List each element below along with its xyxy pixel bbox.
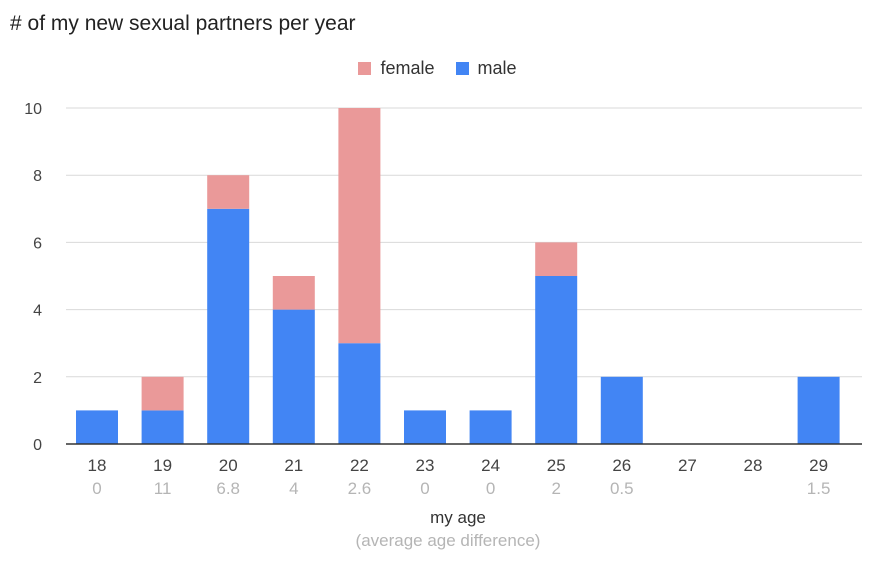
y-tick-label: 2 [33,370,42,387]
x-axis-sublabel: (average age difference) [356,531,541,550]
x-axis-ticks: 18 0 19 11 20 6.8 21 4 22 2.6 23 0 24 0 25 2 26 0.5 27 28 29… [88,456,831,498]
bar-male-22 [338,343,381,444]
legend-label-female: female [380,58,435,78]
y-axis-ticks: 0 2 4 6 8 10 [24,101,42,454]
x-tick-label: 26 [612,456,631,475]
x-tick-label: 25 [547,456,566,475]
bar-male-25 [535,276,578,444]
x-tick-sublabel: 6.8 [216,479,240,498]
x-tick-label: 22 [350,456,369,475]
x-tick-label: 27 [678,456,697,475]
x-tick-sublabel: 0 [420,479,429,498]
bar-female-22 [338,108,381,344]
bars [76,108,840,444]
bar-male-23 [404,410,446,444]
bar-female-25 [535,242,578,276]
x-tick-sublabel: 0.5 [610,479,634,498]
x-tick-label: 29 [809,456,828,475]
bar-male-20 [207,208,250,444]
chart-title: # of my new sexual partners per year [10,12,356,35]
bar-male-29 [797,376,840,444]
bar-female-20 [207,175,250,209]
bar-male-21 [272,309,315,444]
x-tick-sublabel: 0 [92,479,101,498]
x-tick-label: 23 [416,456,435,475]
x-tick-label: 28 [744,456,763,475]
legend-item-female: female [358,58,435,79]
bar-male-26 [600,376,643,444]
x-tick-sublabel: 2 [551,479,560,498]
x-tick-label: 19 [153,456,172,475]
x-tick-sublabel: 2.6 [348,479,372,498]
x-tick-label: 24 [481,456,500,475]
y-tick-label: 10 [24,101,42,118]
x-tick-label: 20 [219,456,238,475]
bar-male-24 [469,410,512,444]
y-tick-label: 6 [33,235,42,252]
bar-male-19 [141,410,184,444]
x-tick-label: 21 [284,456,303,475]
grid-lines [66,107,862,378]
legend-label-male: male [477,58,517,78]
x-tick-sublabel: 0 [486,479,495,498]
bar-female-19 [141,376,184,411]
legend-swatch-male [455,62,469,75]
legend-swatch-female [358,62,372,75]
x-tick-sublabel: 1.5 [807,479,831,498]
bar-female-21 [272,276,315,310]
x-tick-sublabel: 11 [154,479,172,498]
bar-male-18 [76,410,118,444]
y-tick-label: 4 [33,303,42,320]
x-tick-sublabel: 4 [289,479,298,498]
legend: female male [0,58,875,79]
y-tick-label: 8 [33,168,42,185]
legend-item-male: male [455,58,517,79]
x-tick-label: 18 [88,456,107,475]
x-axis-label: my age [430,508,486,527]
y-tick-label: 0 [33,437,42,454]
